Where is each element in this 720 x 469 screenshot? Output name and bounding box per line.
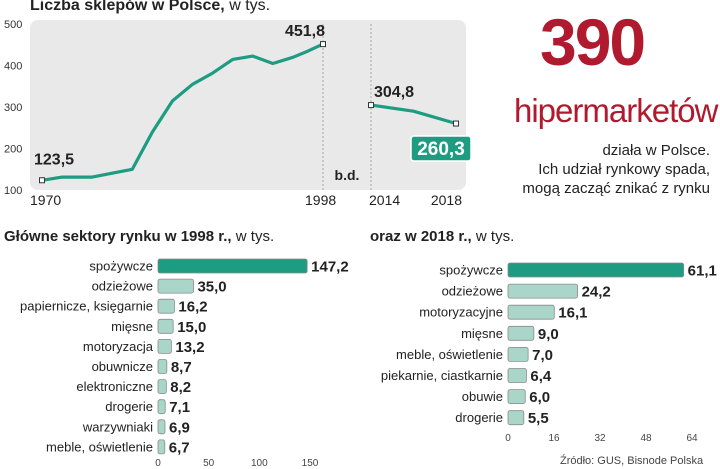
sector-1998-x-tick-label: 100: [251, 458, 268, 469]
sector-1998-category-label: drogerie: [105, 399, 153, 414]
sector-1998-value-label: 147,2: [311, 259, 349, 276]
data-point-marker: [453, 120, 459, 127]
sectors-1998-title: Główne sektory rynku w 1998 r., w tys.: [4, 228, 275, 245]
sector-2018-bar: [507, 410, 525, 426]
sector-2018-bar: [507, 262, 685, 278]
sector-1998-bar: [157, 439, 166, 455]
sector-1998-category-label: meble, oświetlenie: [46, 439, 153, 454]
sector-1998-bar: [157, 379, 167, 395]
sector-2018-x-tick-label: 64: [686, 433, 698, 444]
hypermarket-count: 390: [540, 5, 646, 79]
y-tick-label: 400: [4, 61, 22, 73]
sector-2018-bar: [507, 304, 555, 320]
description-line: mogą zacząć znikać z rynku: [522, 180, 710, 197]
sector-2018-category-label: motoryzacyjne: [419, 305, 503, 320]
sector-2018-value-label: 9,0: [538, 326, 559, 343]
sector-1998-value-label: 7,1: [169, 399, 190, 416]
sector-1998-category-label: warzywniaki: [82, 419, 153, 434]
x-tick-label: 2014: [369, 192, 400, 208]
source-note: Źródło: GUS, Bisnode Polska: [560, 455, 704, 467]
sector-1998-x-tick-label: 0: [155, 458, 161, 469]
data-point-marker: [320, 41, 326, 48]
x-tick-label: 1970: [30, 192, 61, 208]
sector-2018-x-tick-label: 48: [640, 433, 652, 444]
line-series-1970-1998: [41, 42, 324, 182]
sector-2018-value-label: 6,0: [529, 389, 550, 406]
sector-2018-x-tick-label: 0: [505, 433, 511, 444]
y-tick-label: 100: [4, 185, 22, 197]
sector-2018-category-label: odzieżowe: [442, 284, 503, 299]
sector-1998-x-tick-label: 50: [203, 458, 215, 469]
sector-1998-value-label: 6,9: [169, 419, 190, 436]
data-point-marker: [39, 177, 45, 184]
hypermarket-word: hipermarketów: [514, 92, 718, 129]
sector-1998-bar: [157, 338, 172, 354]
y-tick-label: 200: [4, 144, 22, 156]
sector-1998-value-label: 8,2: [170, 379, 191, 396]
sector-1998-bar: [157, 278, 194, 294]
sector-1998-value-label: 15,0: [177, 319, 206, 336]
sector-2018-value-label: 7,0: [532, 347, 553, 364]
x-tick-label: 2018: [431, 192, 462, 208]
line-series-2014-2018: [370, 103, 457, 126]
sector-1998-category-label: papiernicze, księgarnie: [20, 299, 153, 314]
sector-1998-value-label: 16,2: [178, 299, 207, 316]
sector-1998-category-label: mięsne: [111, 319, 153, 334]
sector-1998-bar: [157, 399, 166, 415]
hypermarket-description: działa w Polsce. Ich udział rynkowy spad…: [474, 141, 710, 198]
sector-1998-value-label: 6,7: [169, 439, 190, 456]
x-tick-label: 1998: [305, 192, 336, 208]
data-label: 451,8: [285, 23, 325, 40]
sector-1998-bar: [157, 258, 308, 274]
sector-1998-bar: [157, 419, 166, 435]
data-label: 123,5: [34, 151, 74, 168]
line-chart-title: Liczba sklepów w Polsce, w tys.: [30, 0, 271, 14]
description-line: działa w Polsce.: [602, 142, 710, 159]
sector-2018-category-label: spożywcze: [439, 263, 503, 278]
sector-2018-category-label: drogerie: [455, 410, 503, 425]
sector-2018-value-label: 6,4: [530, 368, 552, 385]
sector-2018-x-tick-label: 32: [594, 433, 606, 444]
sector-1998-category-label: spożywcze: [89, 259, 153, 274]
sector-2018-category-label: mięsne: [461, 326, 503, 341]
highlight-data-label: 260,3: [417, 139, 465, 160]
sector-2018-bar: [507, 325, 535, 341]
data-label: 304,8: [374, 84, 414, 101]
sector-1998-bar: [157, 359, 168, 374]
sector-2018-bar: [507, 389, 526, 405]
data-point-marker: [368, 102, 374, 109]
sector-2018-category-label: obuwie: [462, 389, 503, 404]
description-line: Ich udział rynkowy spada,: [538, 161, 710, 178]
sector-1998-value-label: 35,0: [197, 279, 226, 296]
sector-1998-category-label: elektroniczne: [76, 379, 153, 394]
highlight-label-box: [410, 135, 472, 162]
sector-2018-category-label: piekarnie, ciastkarnie: [381, 368, 503, 383]
sector-2018-bar: [507, 368, 527, 383]
sector-2018-value-label: 16,1: [558, 305, 587, 322]
sector-1998-bar: [157, 318, 174, 334]
gap-label: b.d.: [335, 167, 360, 183]
sector-1998-x-tick-label: 150: [302, 458, 319, 469]
sectors-2018-title: oraz w 2018 r., w tys.: [370, 228, 515, 245]
sector-2018-value-label: 5,5: [528, 410, 549, 427]
sector-2018-bar: [507, 346, 529, 362]
sector-2018-bar: [507, 283, 578, 299]
sector-1998-category-label: motoryzacja: [83, 339, 154, 354]
y-tick-label: 500: [4, 19, 22, 31]
sector-1998-category-label: obuwnicze: [92, 359, 153, 374]
sector-2018-value-label: 24,2: [582, 284, 611, 301]
sector-2018-value-label: 61,1: [688, 263, 717, 280]
y-tick-label: 300: [4, 102, 22, 114]
sector-2018-category-label: meble, oświetlenie: [396, 347, 503, 362]
sector-1998-bar: [157, 298, 175, 314]
sector-1998-value-label: 8,7: [171, 359, 192, 376]
line-chart-panel: [30, 20, 466, 190]
sector-2018-x-tick-label: 16: [548, 433, 560, 444]
sector-1998-category-label: odzieżowe: [92, 279, 153, 294]
sector-1998-value-label: 13,2: [175, 339, 204, 356]
